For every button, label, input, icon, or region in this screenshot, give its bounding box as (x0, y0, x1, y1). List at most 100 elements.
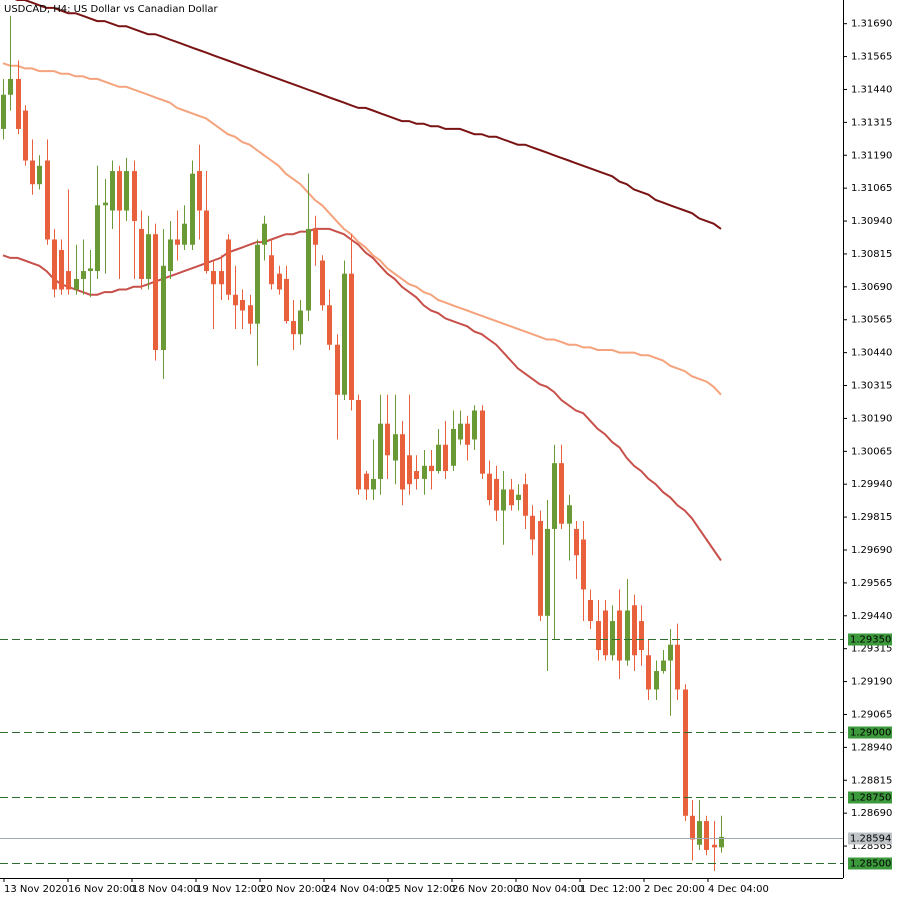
candle-body (153, 234, 158, 350)
candle-body (306, 228, 311, 311)
candle-body (66, 271, 71, 290)
candle-body (175, 239, 180, 245)
bid-label: 1.28594 (850, 834, 891, 845)
candle-body (393, 434, 398, 461)
bid-label-box (848, 832, 892, 845)
candle-body (588, 600, 593, 622)
x-tick-label: 2 Dec 20:00 (644, 884, 705, 895)
moving-average (2, 62, 722, 396)
y-tick-label: 1.29315 (851, 644, 892, 655)
candle-body (298, 310, 303, 335)
candle-body (487, 473, 492, 500)
candle-body (226, 239, 231, 295)
candle-body (567, 505, 572, 524)
y-tick-label: 1.29440 (851, 611, 892, 622)
candle-body (110, 171, 115, 211)
candle-body (52, 239, 57, 290)
candle-body (197, 171, 202, 211)
y-tick-label: 1.28565 (851, 841, 892, 852)
candle-body (414, 471, 419, 479)
candle-body (480, 410, 485, 474)
candle-body (472, 410, 477, 440)
candle-body (494, 478, 499, 511)
candle-body (81, 271, 86, 279)
candle-body (603, 610, 608, 656)
candle-body (436, 444, 441, 472)
level-label-box (848, 633, 892, 646)
candle-body (349, 273, 354, 400)
candle-body (74, 278, 79, 290)
x-tick-label: 30 Nov 04:00 (516, 884, 583, 895)
candle-body (356, 400, 361, 490)
candle-body (378, 423, 383, 479)
candle-body (262, 223, 267, 245)
candle-body (88, 268, 93, 272)
candle-body (617, 610, 622, 661)
candle-body (523, 484, 528, 516)
moving-average (2, 227, 722, 562)
y-tick-label: 1.28690 (851, 808, 892, 819)
candle-body (509, 489, 514, 506)
candle-body (161, 265, 166, 350)
candle-body (327, 305, 332, 345)
x-tick-label: 13 Nov 2020 (4, 884, 68, 895)
level-label: 1.29000 (850, 728, 891, 739)
y-tick-label: 1.30940 (851, 216, 892, 227)
candle-body (248, 305, 253, 324)
candle-body (320, 260, 325, 306)
y-tick-label: 1.28815 (851, 775, 892, 786)
candle-body (132, 171, 137, 222)
y-tick-label: 1.31065 (851, 183, 892, 194)
candle-body (443, 444, 448, 472)
y-tick-label: 1.29690 (851, 545, 892, 556)
candle-body (458, 423, 463, 440)
candle-body (335, 344, 340, 395)
candle-body (240, 300, 245, 311)
level-label: 1.28500 (850, 859, 891, 870)
candle-body (501, 489, 506, 511)
candle-body (581, 539, 586, 590)
y-tick-label: 1.30815 (851, 249, 892, 260)
x-tick-label: 4 Dec 04:00 (708, 884, 769, 895)
candle-body (719, 836, 724, 848)
moving-average (14, 0, 722, 230)
y-tick-label: 1.31190 (851, 150, 892, 161)
candle-body (661, 660, 666, 672)
candle-body (30, 160, 35, 185)
candle-body (8, 78, 13, 95)
candle-body (690, 815, 695, 840)
candle-body (538, 521, 543, 616)
candle-body (45, 160, 50, 240)
y-tick-label: 1.29190 (851, 677, 892, 688)
candle-body (400, 434, 405, 490)
candle-body (625, 610, 630, 661)
level-label-box (848, 726, 892, 739)
candle-body (632, 605, 637, 656)
candle-body (559, 463, 564, 524)
candle-body (117, 171, 122, 211)
x-tick-label: 25 Nov 12:00 (388, 884, 455, 895)
candle-body (291, 321, 296, 335)
candle-body (530, 515, 535, 540)
candle-body (211, 271, 216, 285)
candle-body (516, 494, 521, 500)
candle-body (712, 844, 717, 848)
candle-body (697, 821, 702, 845)
y-tick-label: 1.30690 (851, 282, 892, 293)
candle-body (683, 689, 688, 816)
candle-body (610, 621, 615, 656)
candle-body (269, 255, 274, 285)
y-tick-label: 1.29565 (851, 578, 892, 589)
level-label: 1.28750 (850, 793, 891, 804)
y-tick-label: 1.31565 (851, 52, 892, 63)
y-tick-label: 1.29065 (851, 709, 892, 720)
candle-body (552, 463, 557, 529)
y-tick-label: 1.31315 (851, 117, 892, 128)
candle-body (16, 78, 21, 129)
candle-body (574, 528, 579, 556)
candle-body (37, 165, 42, 185)
chart-title: USDCAD, H4: US Dollar vs Canadian Dollar (4, 4, 218, 15)
candle-body (255, 244, 260, 324)
candle-body (59, 250, 64, 290)
